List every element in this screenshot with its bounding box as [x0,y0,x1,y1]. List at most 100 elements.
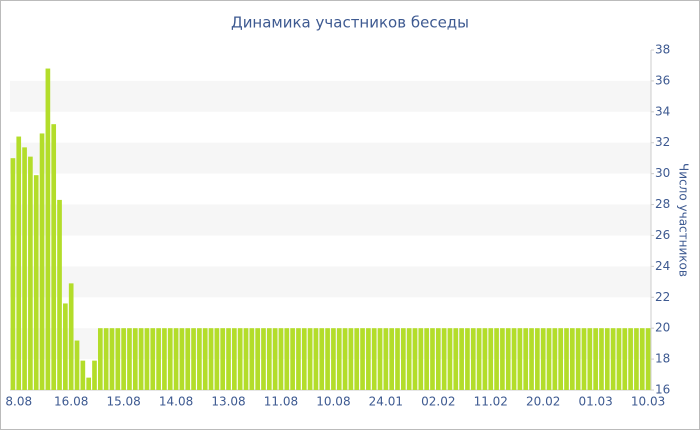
bar [191,328,196,390]
bar [593,328,598,390]
x-tick-label: 15.08 [106,395,140,409]
x-tick-label: 10.03 [631,395,665,409]
bar [28,156,33,390]
y-tick-label: 24 [655,259,670,273]
bar [232,328,237,390]
bar [109,328,115,390]
bar [418,328,424,390]
chart-title: Динамика участников беседы [231,14,469,32]
bar [505,328,511,390]
bar [529,328,534,390]
y-axis-label: Число участников [677,163,691,277]
bar [121,328,126,390]
bar [383,328,389,390]
bar [412,328,418,390]
bar [197,328,202,390]
bar [424,328,429,390]
bar [622,328,628,390]
bar [132,328,138,390]
y-tick-label: 34 [655,104,670,118]
bar [39,133,45,391]
bar [97,328,103,390]
bar [377,328,383,390]
bar [261,328,266,390]
bar [68,283,74,390]
bar [162,328,167,390]
bar [74,340,80,390]
x-tick-label: 16.08 [54,395,88,409]
bar [540,328,546,390]
bar [237,328,243,390]
bar [156,328,161,390]
bar [278,328,284,390]
bar [395,328,400,390]
x-tick-label: 20.02 [526,395,560,409]
bar [360,328,365,390]
bar [45,68,51,390]
bar [354,328,360,390]
bar [22,147,27,390]
bar [150,328,156,390]
y-tick-label: 22 [655,290,670,304]
bar [336,328,342,390]
bar [179,328,185,390]
bar [604,328,610,390]
y-tick-label: 20 [655,321,670,335]
x-tick-label: 8.08 [5,395,32,409]
bar [202,328,208,390]
bar [628,328,633,390]
bar [284,328,290,390]
grid-band [10,80,651,112]
bar [552,328,558,390]
bar [342,328,348,390]
x-tick-label: 14.08 [159,395,193,409]
bar [488,328,494,390]
bar [441,328,447,390]
bar [86,377,91,390]
y-tick-label: 26 [655,228,670,242]
bar [511,328,517,390]
bar [57,199,62,390]
bar [33,175,39,390]
bar [208,328,214,390]
bar [307,328,313,390]
bar [476,328,482,390]
bar [167,328,173,390]
bar [435,328,441,390]
y-tick-label: 28 [655,197,670,211]
grid-band [10,142,651,174]
grid-band [10,266,651,298]
x-tick-label: 02.02 [421,395,455,409]
bar [406,328,412,390]
bar [138,328,144,390]
bar [523,328,529,390]
bar [63,303,68,390]
y-tick-label: 30 [655,166,670,180]
bar [494,328,499,390]
bar [319,328,325,390]
bar [214,328,220,390]
bar [290,328,295,390]
bar [453,328,459,390]
bar [459,328,464,390]
bar [634,328,639,390]
bar [296,328,301,390]
x-tick-label: 11.08 [264,395,298,409]
bar [325,328,330,390]
bar [226,328,231,390]
bar [575,328,581,390]
bar [115,328,121,390]
y-tick-label: 38 [655,43,670,57]
grid-band [10,204,651,236]
bar [500,328,505,390]
bar [92,360,97,390]
bar [243,328,249,390]
y-tick-label: 36 [655,73,670,87]
bar [587,328,593,390]
bar [581,328,587,390]
bar [366,328,371,390]
bar [599,328,604,390]
bar [465,328,470,390]
bar [558,328,564,390]
